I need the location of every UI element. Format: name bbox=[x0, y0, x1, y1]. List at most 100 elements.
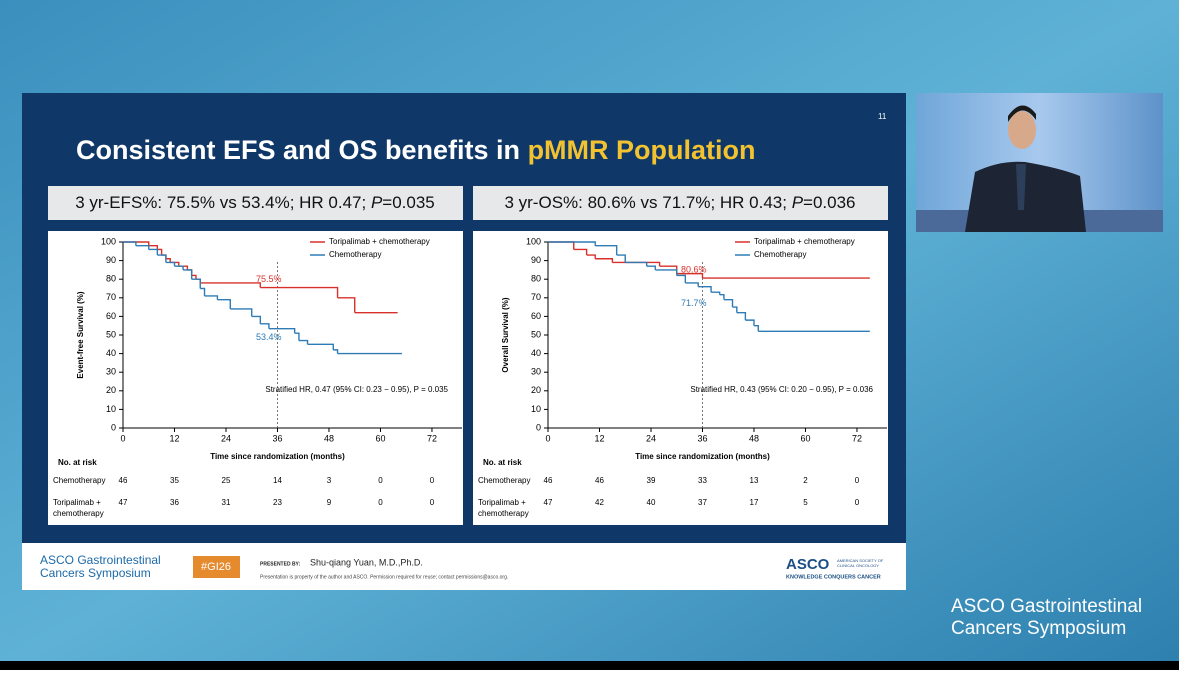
y-tick-label: 60 bbox=[531, 311, 541, 321]
y-tick-label: 0 bbox=[536, 422, 541, 432]
x-tick-label: 48 bbox=[324, 433, 334, 443]
x-tick-label: 0 bbox=[120, 433, 125, 443]
asco-logo: ASCO bbox=[786, 556, 830, 573]
speaker-video bbox=[916, 93, 1163, 232]
survival-step bbox=[595, 258, 614, 263]
risk-row-label: chemotherapy bbox=[478, 509, 529, 518]
survival-step bbox=[148, 245, 159, 250]
risk-value: 47 bbox=[544, 498, 553, 507]
risk-value: 46 bbox=[544, 476, 553, 485]
landmark-label: 71.7% bbox=[681, 298, 707, 308]
survival-step bbox=[676, 272, 704, 279]
summary: 3 yr-EFS%: 75.5% vs 53.4%; HR 0.47; P=0.… bbox=[75, 193, 435, 212]
survival-step bbox=[200, 287, 206, 296]
survival-step bbox=[174, 265, 184, 270]
risk-row-label: Toripalimab + bbox=[478, 498, 526, 507]
survival-step bbox=[135, 245, 150, 250]
survival-step bbox=[573, 248, 588, 256]
survival-step bbox=[685, 282, 699, 287]
x-tick-label: 48 bbox=[749, 433, 759, 443]
survival-step bbox=[268, 327, 296, 334]
survival-step bbox=[230, 308, 253, 317]
footer-brand: ASCO Gastrointestinal bbox=[40, 553, 161, 567]
legend-label: Toripalimab + chemotherapy bbox=[329, 237, 430, 246]
summary-text: 3 yr-OS%: 80.6% vs 71.7%; HR 0.43; bbox=[504, 193, 791, 212]
landmark-label: 75.5% bbox=[256, 274, 282, 284]
survival-step bbox=[548, 241, 596, 246]
risk-row-label: Toripalimab + bbox=[53, 498, 101, 507]
risk-row-label: Chemotherapy bbox=[53, 476, 105, 485]
x-axis-title: Time since randomization (months) bbox=[210, 452, 345, 461]
landmark-label: 80.6% bbox=[681, 264, 707, 274]
survival-step bbox=[123, 241, 137, 246]
y-tick-label: 30 bbox=[531, 367, 541, 377]
survival-step bbox=[625, 261, 648, 267]
risk-value: 2 bbox=[803, 476, 808, 485]
legend-label: Chemotherapy bbox=[754, 250, 806, 259]
chart-panel bbox=[473, 231, 888, 525]
survival-step bbox=[298, 339, 309, 345]
survival-step bbox=[217, 298, 231, 309]
y-tick-label: 40 bbox=[106, 348, 116, 358]
x-tick-label: 72 bbox=[427, 433, 437, 443]
survival-step bbox=[191, 278, 201, 289]
risk-value: 5 bbox=[803, 498, 808, 507]
risk-row-label: Chemotherapy bbox=[478, 476, 530, 485]
risk-value: 17 bbox=[750, 498, 759, 507]
survival-step bbox=[294, 332, 300, 341]
asco-tagline: KNOWLEDGE CONQUERS CANCER bbox=[786, 574, 881, 580]
slide-title: Consistent EFS and OS benefits in pMMR P… bbox=[76, 135, 756, 165]
y-tick-label: 100 bbox=[526, 236, 541, 246]
risk-value: 0 bbox=[378, 498, 383, 507]
survival-step bbox=[204, 295, 219, 300]
risk-value: 0 bbox=[430, 476, 435, 485]
hashtag: #GI26 bbox=[201, 561, 231, 573]
summary-p-value: =0.036 bbox=[803, 193, 855, 212]
legend-label: Toripalimab + chemotherapy bbox=[754, 237, 855, 246]
risk-value: 25 bbox=[222, 476, 231, 485]
survival-step bbox=[148, 248, 159, 256]
asco-society: AMERICAN SOCIETY OF bbox=[837, 558, 884, 563]
risk-value: 0 bbox=[855, 476, 860, 485]
y-tick-label: 90 bbox=[531, 255, 541, 265]
title-highlight: pMMR Population bbox=[528, 135, 756, 165]
risk-value: 42 bbox=[595, 498, 604, 507]
survival-step bbox=[183, 269, 193, 280]
chart-panel bbox=[48, 231, 463, 525]
footer-brand: Cancers Symposium bbox=[40, 566, 151, 580]
x-tick-label: 60 bbox=[800, 433, 810, 443]
survival-step bbox=[655, 269, 678, 276]
hr-annotation: Stratified HR, 0.47 (95% CI: 0.23 − 0.95… bbox=[265, 385, 448, 394]
y-tick-label: 80 bbox=[106, 274, 116, 284]
y-axis-title: Event-free Survival (%) bbox=[76, 291, 85, 378]
x-tick-label: 24 bbox=[221, 433, 231, 443]
risk-row-label: chemotherapy bbox=[53, 509, 104, 518]
x-tick-label: 24 bbox=[646, 433, 656, 443]
risk-value: 31 bbox=[222, 498, 231, 507]
y-tick-label: 10 bbox=[106, 404, 116, 414]
y-tick-label: 30 bbox=[106, 367, 116, 377]
summary-p-value: =0.035 bbox=[382, 193, 434, 212]
risk-value: 13 bbox=[750, 476, 759, 485]
survival-step bbox=[251, 315, 262, 324]
risk-value: 37 bbox=[698, 498, 707, 507]
x-tick-label: 72 bbox=[852, 433, 862, 443]
summary-text: 3 yr-EFS%: 75.5% vs 53.4%; HR 0.47; bbox=[75, 193, 371, 212]
slide-footer bbox=[22, 543, 906, 590]
risk-value: 46 bbox=[119, 476, 128, 485]
survival-step bbox=[165, 261, 176, 267]
survival-step bbox=[333, 349, 339, 354]
y-tick-label: 40 bbox=[531, 348, 541, 358]
survival-step bbox=[586, 254, 596, 259]
survival-step bbox=[337, 297, 356, 313]
survival-step bbox=[719, 293, 725, 300]
y-tick-label: 50 bbox=[106, 329, 116, 339]
survival-step bbox=[260, 286, 339, 298]
survival-step bbox=[616, 254, 626, 263]
summary: 3 yr-OS%: 80.6% vs 71.7%; HR 0.43; P=0.0… bbox=[504, 193, 855, 212]
risk-value: 0 bbox=[855, 498, 860, 507]
survival-step bbox=[191, 274, 197, 280]
legend-label: Chemotherapy bbox=[329, 250, 381, 259]
